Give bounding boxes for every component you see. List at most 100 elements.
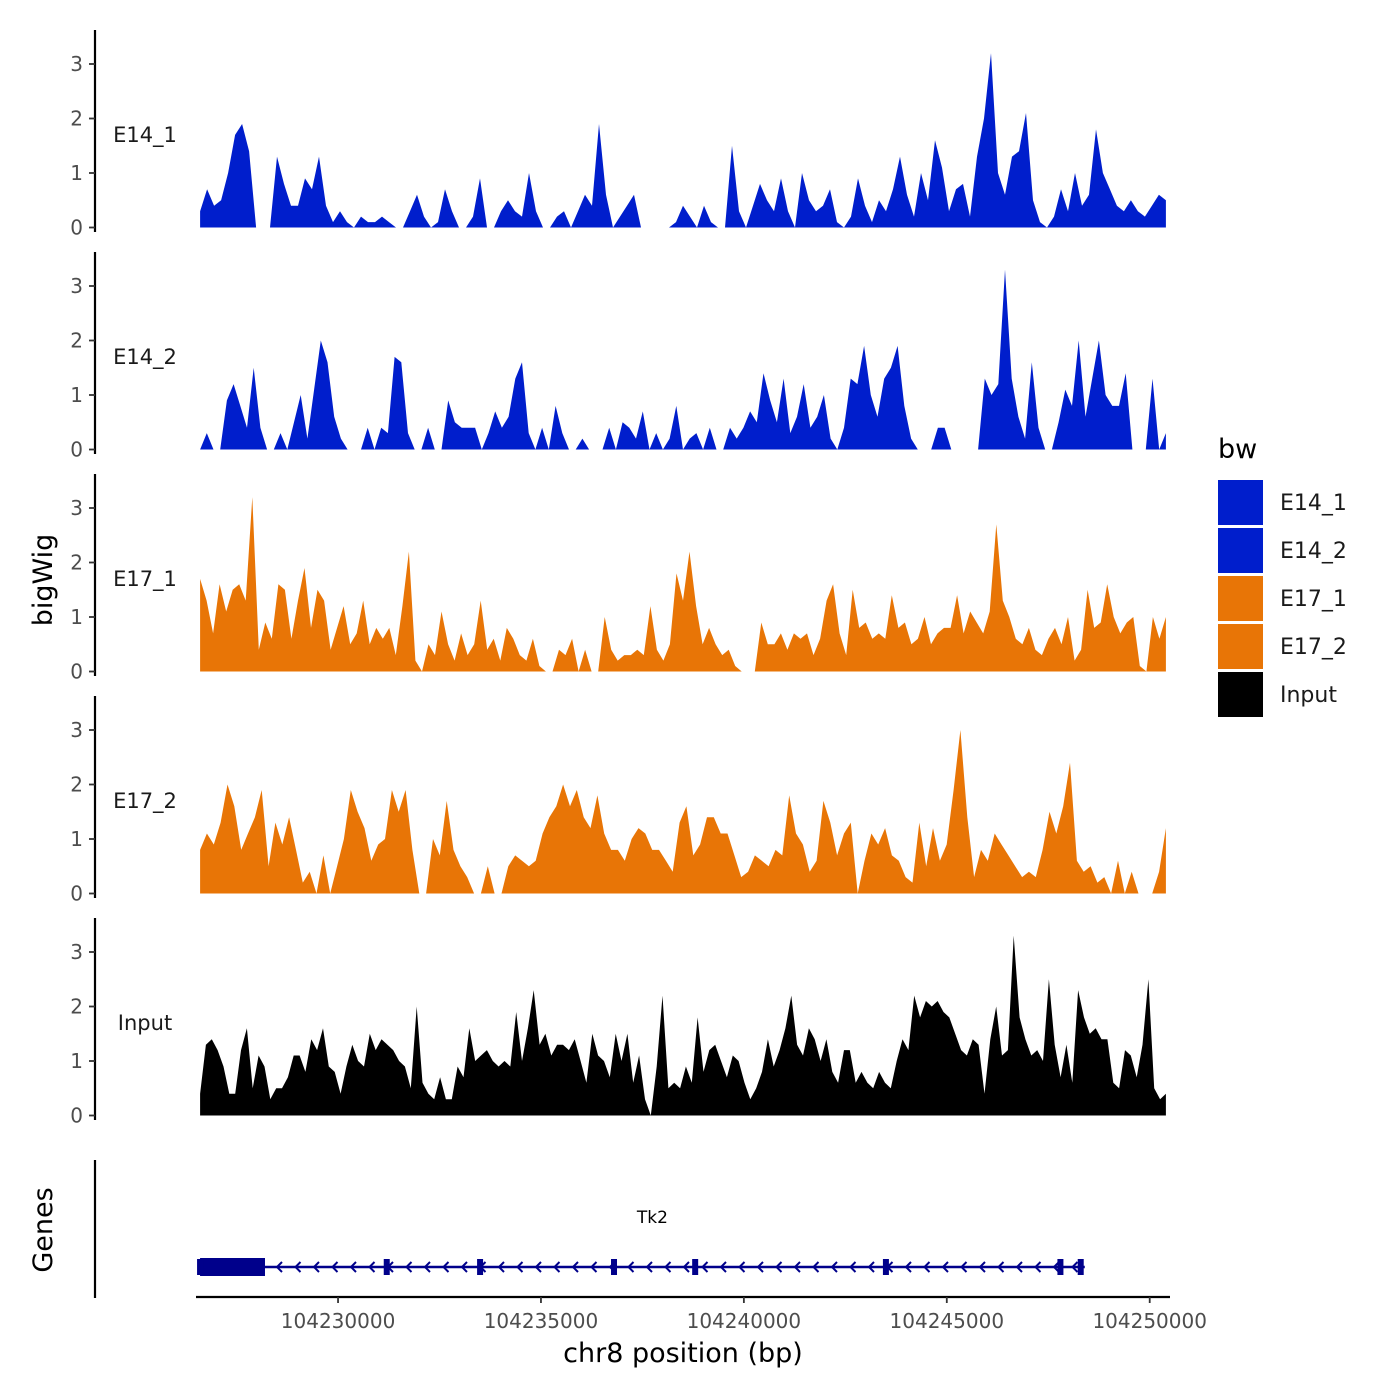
y-tick-label: 3 <box>70 52 83 76</box>
legend-label: E17_1 <box>1280 587 1347 612</box>
y-tick-label: 3 <box>70 274 83 298</box>
y-tick-label: 2 <box>70 107 83 131</box>
y-tick-label: 0 <box>70 1104 83 1128</box>
y-tick-label: 1 <box>70 1049 83 1073</box>
strand-chevron-icon <box>978 1261 986 1273</box>
x-axis: 104230000 104235000 104240000 104245000 1042… <box>196 1295 1207 1333</box>
strand-chevron-icon <box>627 1261 635 1273</box>
gene-exon <box>692 1259 699 1275</box>
legend-swatch <box>1218 528 1263 573</box>
track-label: E17_1 <box>113 567 177 592</box>
x-tick-label: 104240000 <box>687 1309 802 1333</box>
x-tick-label: 104245000 <box>890 1309 1005 1333</box>
legend-label: E17_2 <box>1280 635 1347 660</box>
legend-swatch <box>1218 672 1263 717</box>
strand-chevron-icon <box>479 1261 487 1273</box>
legend-swatch <box>1218 576 1263 621</box>
coverage-area <box>200 269 1166 450</box>
y-tick-label: 3 <box>70 718 83 742</box>
y-tick-label: 2 <box>70 773 83 797</box>
strand-chevron-icon <box>793 1261 801 1273</box>
strand-chevron-icon <box>1071 1261 1079 1273</box>
coverage-area <box>200 935 1166 1116</box>
coverage-area <box>200 53 1166 228</box>
y-tick-label: 0 <box>70 216 83 240</box>
legend-swatch <box>1218 624 1263 669</box>
strand-chevron-icon <box>534 1261 542 1273</box>
y-tick-label: 2 <box>70 329 83 353</box>
gene-label: Tk2 <box>636 1208 668 1228</box>
y-tick-label: 2 <box>70 995 83 1019</box>
y-tick-label: 3 <box>70 496 83 520</box>
track-label: E17_2 <box>113 789 177 814</box>
legend-swatch <box>1218 480 1263 525</box>
strand-chevron-icon <box>423 1261 431 1273</box>
strand-chevron-icon <box>368 1261 376 1273</box>
strand-chevron-icon <box>608 1261 616 1273</box>
gene-exon-thick <box>200 1258 265 1276</box>
gene-track: Tk2 <box>93 1160 1085 1298</box>
strand-chevron-icon <box>756 1261 764 1273</box>
track-E14_1: 0 1 2 3 E14_1 <box>70 30 1166 240</box>
strand-chevron-icon <box>1034 1261 1042 1273</box>
strand-chevron-icon <box>460 1261 468 1273</box>
strand-chevron-icon <box>775 1261 783 1273</box>
strand-chevron-icon <box>497 1261 505 1273</box>
strand-chevron-icon <box>997 1261 1005 1273</box>
strand-chevron-icon <box>386 1261 394 1273</box>
strand-chevron-icon <box>294 1261 302 1273</box>
gene-exon <box>611 1259 618 1275</box>
strand-chevron-icon <box>941 1261 949 1273</box>
gene-exon <box>197 1259 204 1275</box>
y-axis-title: bigWig <box>28 534 59 627</box>
y-tick-label: 0 <box>70 438 83 462</box>
y-tick-label: 1 <box>70 605 83 629</box>
strand-chevron-icon <box>349 1261 357 1273</box>
strand-chevron-icon <box>701 1261 709 1273</box>
x-axis-title: chr8 position (bp) <box>563 1338 803 1369</box>
y-tick-label: 3 <box>70 940 83 964</box>
strand-chevron-icon <box>812 1261 820 1273</box>
strand-chevron-icon <box>442 1261 450 1273</box>
strand-chevron-icon <box>830 1261 838 1273</box>
track-label: E14_1 <box>113 123 177 148</box>
strand-chevron-icon <box>960 1261 968 1273</box>
y-tick-label: 1 <box>70 161 83 185</box>
legend-label: Input <box>1280 683 1337 708</box>
y-tick-label: 1 <box>70 827 83 851</box>
strand-chevron-icon <box>886 1261 894 1273</box>
track-label: E14_2 <box>113 345 177 370</box>
strand-chevron-icon <box>1052 1261 1060 1273</box>
track-E17_1: 0 1 2 3 E17_1 <box>70 474 1166 684</box>
track-Input: 0 1 2 3 Input <box>70 918 1166 1128</box>
y-tick-label: 0 <box>70 882 83 906</box>
strand-chevron-icon <box>849 1261 857 1273</box>
gene-track-title: Genes <box>28 1187 59 1272</box>
track-E17_2: 0 1 2 3 E17_2 <box>70 696 1166 906</box>
coverage-area <box>200 730 1166 894</box>
y-tick-label: 2 <box>70 551 83 575</box>
legend: bw E14_1 E14_2 E17_1 E17_2 Input <box>1218 434 1347 717</box>
strand-chevron-icon <box>719 1261 727 1273</box>
x-tick-label: 104230000 <box>281 1309 396 1333</box>
strand-chevron-icon <box>664 1261 672 1273</box>
strand-chevron-icon <box>738 1261 746 1273</box>
strand-chevron-icon <box>331 1261 339 1273</box>
y-tick-label: 0 <box>70 660 83 684</box>
strand-chevron-icon <box>645 1261 653 1273</box>
strand-chevron-icon <box>923 1261 931 1273</box>
legend-label: E14_1 <box>1280 491 1347 516</box>
gene-exon <box>882 1259 889 1275</box>
gene-exon <box>1077 1259 1084 1275</box>
strand-chevron-icon <box>312 1261 320 1273</box>
track-label: Input <box>118 1011 172 1035</box>
strand-chevron-icon <box>904 1261 912 1273</box>
strand-chevron-icon <box>516 1261 524 1273</box>
strand-chevron-icon <box>275 1261 283 1273</box>
gene-exon <box>1057 1259 1064 1275</box>
track-E14_2: 0 1 2 3 E14_2 <box>70 252 1166 462</box>
strand-chevron-icon <box>682 1261 690 1273</box>
strand-chevron-icon <box>571 1261 579 1273</box>
strand-chevron-icon <box>590 1261 598 1273</box>
